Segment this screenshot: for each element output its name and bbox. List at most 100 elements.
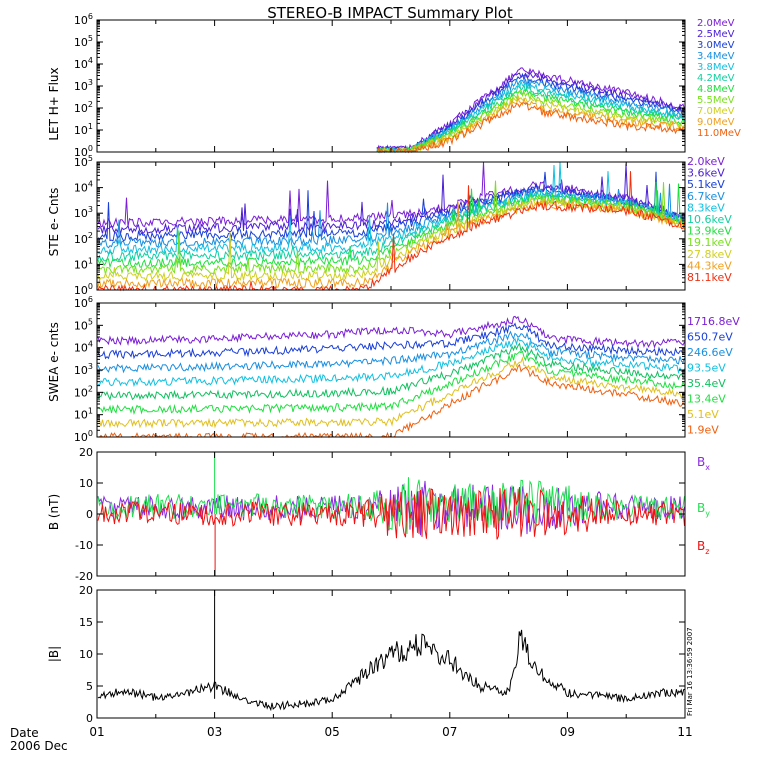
series-line-swea-2 (97, 330, 685, 374)
xtick-label: 05 (325, 725, 340, 739)
legend-entry-bfield: By (697, 501, 710, 518)
ytick-label-ste: 102 (74, 231, 93, 246)
series-line-ste-5 (97, 190, 685, 263)
ytick-label-swea: 104 (74, 340, 93, 355)
legend-entry-swea: 13.4eV (687, 393, 726, 406)
ytick-label-let: 104 (74, 56, 93, 71)
series-line-let-9 (376, 96, 685, 153)
legend-entry-let: 3.4MeV (697, 51, 735, 62)
legend-entry-let: 4.8MeV (697, 84, 735, 95)
ytick-label-bmag: 20 (79, 584, 93, 597)
legend-entry-swea: 5.1eV (687, 408, 719, 421)
legend-entry-let: 3.0MeV (697, 40, 735, 51)
legend-entry-swea: 1.9eV (687, 424, 719, 437)
plot-title: STEREO-B IMPACT Summary Plot (267, 4, 513, 22)
legend-entry-ste: 6.7keV (687, 190, 725, 203)
ytick-label-bfield: -20 (75, 570, 93, 583)
legend-entry-ste: 5.1keV (687, 178, 725, 191)
series-line-swea-4 (97, 342, 685, 401)
legend-entry-bfield: Bx (697, 455, 710, 472)
ytick-label-ste: 103 (74, 205, 93, 220)
legend-entry-bfield: Bz (697, 539, 709, 556)
panel-bfield: B (nT) (47, 494, 61, 530)
ytick-label-let: 103 (74, 78, 93, 93)
ytick-label-let: 106 (74, 12, 93, 27)
ylabel-bmag: |B| (47, 646, 61, 662)
panel-swea: SWEA e- cnts (47, 322, 61, 402)
series-line-ste-1 (97, 163, 685, 235)
legend-entry-ste: 3.6keV (687, 167, 725, 180)
series-line-ste-6 (97, 181, 685, 269)
ylabel-ste: STE e- Cnts (47, 188, 61, 257)
series-line-bfield-1 (97, 477, 685, 535)
legend-entry-let: 2.5MeV (697, 29, 735, 40)
ytick-label-ste: 105 (74, 154, 93, 169)
ylabel-swea: SWEA e- cnts (47, 322, 61, 402)
legend-entry-swea: 246.6eV (687, 346, 733, 359)
legend-entry-let: 4.2MeV (697, 73, 735, 84)
series-line-let-5 (377, 83, 685, 153)
series-line-let-10 (376, 101, 685, 154)
legend-entry-let: 9.0MeV (697, 117, 735, 128)
series-line-swea-5 (97, 350, 685, 415)
timestamp: Fri Mar 16 13:36:59 2007 (686, 627, 694, 716)
panel-data-bmag (97, 590, 685, 712)
legend-entry-swea: 35.4eV (687, 377, 726, 390)
ytick-label-bfield: 0 (86, 508, 93, 521)
ytick-label-bmag: 10 (79, 648, 93, 661)
legend-entry-ste: 19.1keV (687, 236, 732, 249)
ytick-label-bmag: 15 (79, 616, 93, 629)
ylabel-let: LET H+ Flux (47, 67, 61, 140)
xtick-label: 03 (207, 725, 222, 739)
ytick-label-let: 102 (74, 100, 93, 115)
legend-entry-let: 7.0MeV (697, 106, 735, 117)
ytick-label-bmag: 5 (86, 680, 93, 693)
legend-entry-let: 5.5MeV (697, 95, 735, 106)
ytick-label-let: 105 (74, 34, 93, 49)
panel-ste: STE e- Cnts (47, 188, 61, 257)
legend-entry-ste: 2.0keV (687, 155, 725, 168)
legend-entry-let: 11.0MeV (697, 128, 741, 139)
panel-data-bfield (97, 452, 685, 576)
date-label: Date (10, 726, 39, 740)
series-line-swea-1 (97, 322, 685, 360)
series-line-let-8 (377, 94, 685, 154)
panel-data-let (376, 67, 685, 154)
xtick-label: 11 (677, 725, 692, 739)
ytick-label-ste: 101 (74, 256, 93, 271)
xtick-label: 09 (560, 725, 575, 739)
ylabel-bfield: B (nT) (47, 494, 61, 530)
ytick-label-swea: 105 (74, 317, 93, 332)
legend-entry-ste: 27.8keV (687, 248, 732, 261)
legend-entry-ste: 10.6keV (687, 213, 732, 226)
panel-bmag: |B| (47, 646, 61, 662)
ytick-label-swea: 100 (74, 429, 93, 444)
panel-data-swea (97, 315, 685, 439)
panel-data-ste (97, 161, 685, 292)
legend-entry-let: 3.8MeV (697, 62, 735, 73)
series-line-swea-0 (97, 315, 685, 349)
date-sub: 2006 Dec (10, 739, 68, 753)
ytick-label-let: 101 (74, 122, 93, 137)
xtick-label: 07 (442, 725, 457, 739)
panel-frame-bmag (96, 589, 686, 719)
series-line-ste-8 (97, 196, 685, 283)
ytick-label-bfield: 10 (79, 477, 93, 490)
legend-entry-swea: 650.7eV (687, 331, 733, 344)
panel-let: LET H+ Flux (47, 67, 61, 140)
legend-entry-ste: 44.3keV (687, 259, 732, 272)
ytick-label-swea: 106 (74, 295, 93, 310)
series-line-bmag (97, 629, 685, 712)
legend-entry-ste: 13.9keV (687, 225, 732, 238)
ytick-label-bfield: -10 (75, 539, 93, 552)
series-line-swea-6 (97, 356, 685, 429)
legend-entry-let: 2.0MeV (697, 18, 735, 29)
ytick-label-swea: 103 (74, 362, 93, 377)
legend-entry-swea: 1716.8eV (687, 315, 740, 328)
legend-entry-ste: 8.3keV (687, 201, 725, 214)
xtick-label: 01 (89, 725, 104, 739)
ytick-label-swea: 101 (74, 407, 93, 422)
ytick-label-ste: 104 (74, 180, 93, 195)
ytick-label-bmag: 0 (86, 712, 93, 725)
